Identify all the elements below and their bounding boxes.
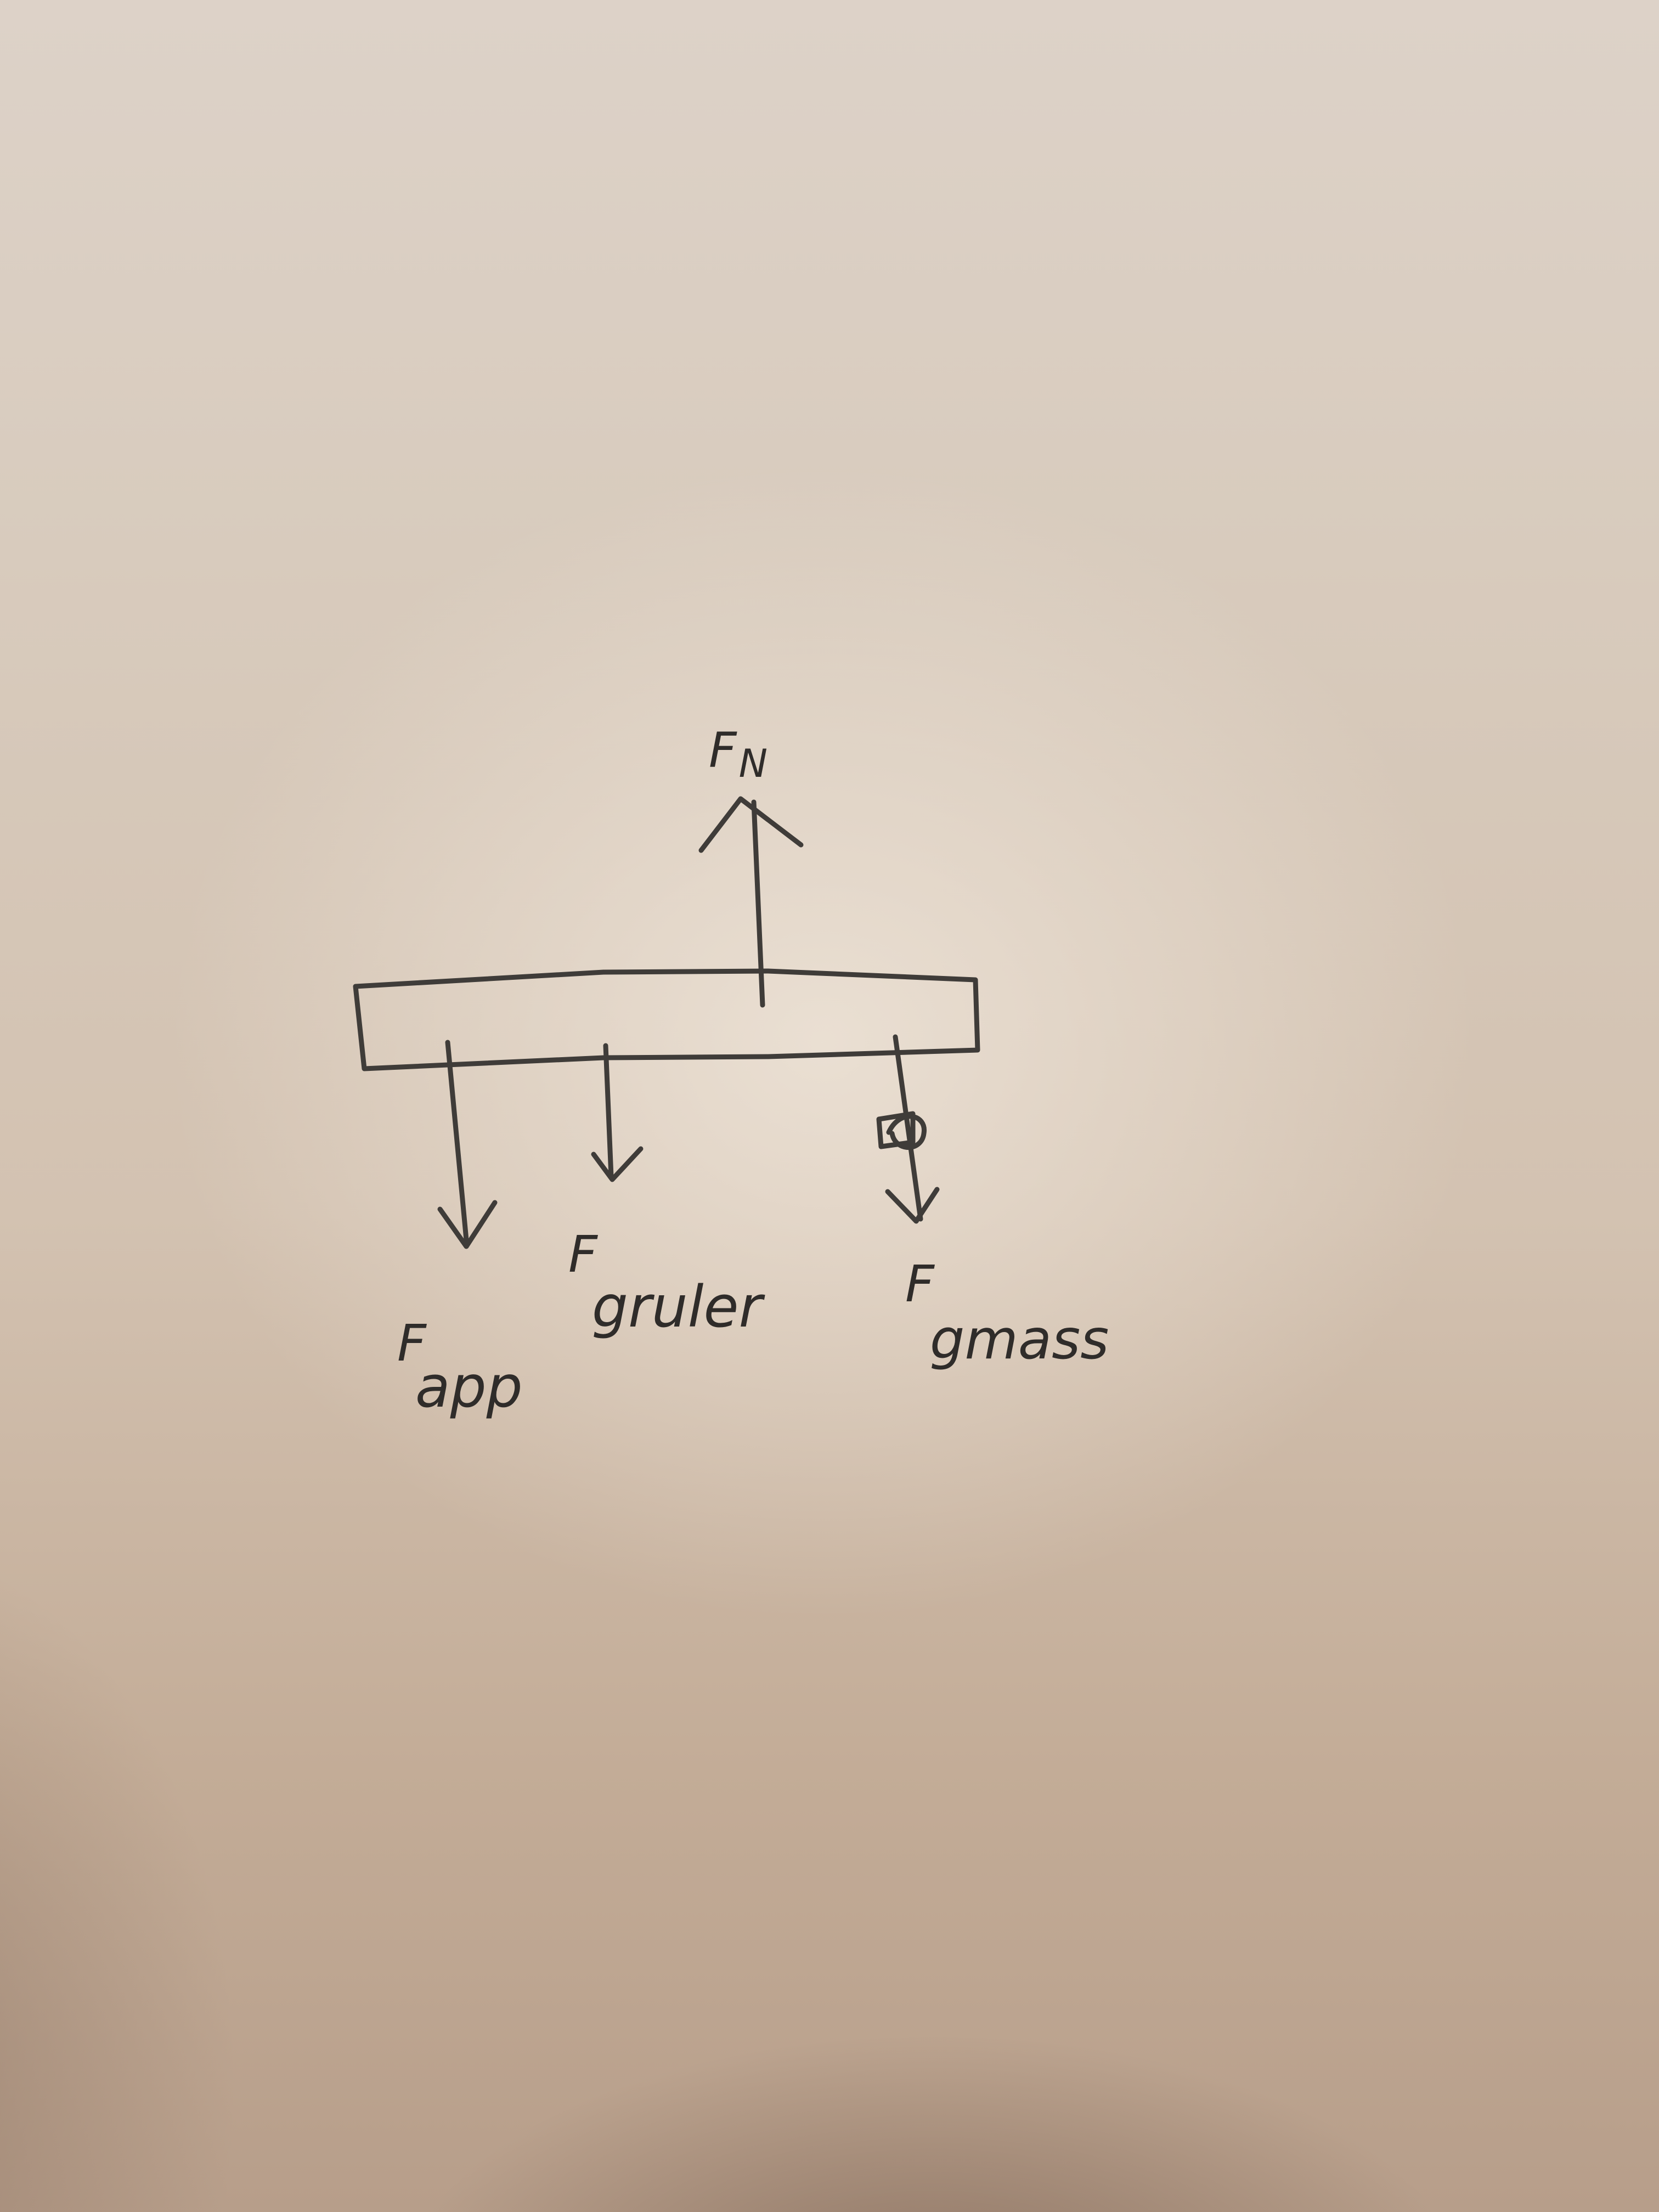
applied-force-arrowhead (437, 1200, 498, 1249)
ruler-gravity-arrowhead (591, 1146, 644, 1182)
ruler-beam (353, 968, 980, 1071)
normal-force-arrowhead (698, 796, 804, 853)
hanging-mass-symbol (876, 1111, 927, 1150)
ruler-gravity-arrow (603, 1043, 614, 1179)
normal-force-arrow (751, 799, 765, 1008)
mass-gravity-arrowhead (885, 1187, 940, 1224)
applied-force-arrow (445, 1040, 469, 1243)
normal-force-label: FN (709, 722, 768, 786)
mass-gravity-arrow (893, 1034, 923, 1222)
